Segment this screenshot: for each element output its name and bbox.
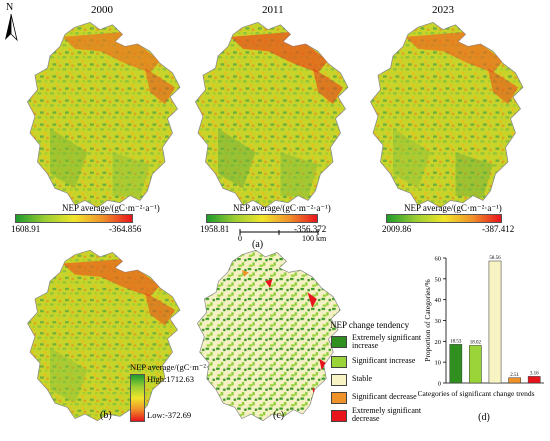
colorbar-title-2023: NEP average/(gC·m⁻²·a⁻¹) [404,203,502,213]
scale-bar-end: 100 km [302,234,327,243]
scale-bar: 0 100 km [238,229,326,243]
colorbar-2011 [206,214,318,223]
north-arrow-icon [5,14,18,42]
scale-bar-start: 0 [238,234,242,243]
nep-trend-map [196,249,341,422]
panel-label-d: (d) [478,412,490,423]
nep-map-2011 [194,21,349,209]
legend-swatch-significant-decrease [331,392,347,404]
year-title-2023: 2023 [432,4,454,16]
legend-swatch-significant-increase [331,356,347,368]
legend-swatch-stable [331,374,347,386]
bar-data-label: 18.53 [450,339,462,344]
y-axis-label: Proportion of Categories/% [423,279,432,362]
legend-label-extreme-increase: Extremely significant increase [352,333,422,350]
colorbar-max-2000: -364.856 [109,224,142,234]
colorbar-2023 [386,214,502,223]
nep-map-2023 [369,21,524,209]
legend-b-ramp [130,374,145,422]
legend-label-significant-increase: Significant increase [352,356,416,365]
bar [449,344,463,384]
legend-b-high: High:1712.63 [147,374,194,384]
colorbar-2000 [15,214,133,223]
nep-map-2000 [26,21,181,209]
legend-swatch-extreme-decrease [331,410,347,422]
bar [508,377,521,384]
colorbar-min-2023: 2009.86 [382,224,412,234]
y-tick-label: 20 [435,339,442,346]
colorbar-min-2011: 1958.81 [200,224,230,234]
year-title-2011: 2011 [262,4,284,16]
bar-data-label: 3.16 [530,371,539,376]
colorbar-max-2011: -356.372 [294,224,327,234]
bar [488,260,502,384]
panel-label-b: (b) [100,410,112,421]
legend-label-extreme-decrease: Extremely significant decrease [352,406,422,423]
y-tick-label: 0 [438,381,441,388]
panel-label-c: (c) [273,410,285,421]
y-tick-label: 10 [435,360,442,367]
y-tick-label: 40 [435,297,442,304]
trend-proportion-chart: 0 10 20 30 40 50 60 18.53 18.02 58.56 2.51 3.16 Prop… [418,256,544,423]
bar [527,376,541,384]
bar-data-label: 58.56 [489,256,501,261]
legend-b-low: Low:-372.69 [147,410,192,420]
legend-label-significant-decrease: Significant decrease [352,392,417,401]
legend-c-title: NEP change tendency [330,320,410,330]
bar [469,345,482,384]
colorbar-title-2011: NEP average/(gC·m⁻²·a⁻¹) [233,203,331,213]
north-label: N [6,2,14,13]
colorbar-max-2023: -387.412 [482,224,515,234]
y-tick-label: 50 [435,276,442,283]
legend-label-stable: Stable [352,374,372,383]
panel-label-a: (a) [252,239,264,250]
scale-bar-line [239,229,319,235]
x-axis-label: Categories of significant change trends [418,389,535,398]
bar-data-label: 18.02 [470,340,482,345]
y-tick-label: 30 [435,318,442,325]
year-title-2000: 2000 [91,4,113,16]
y-tick-label: 60 [435,256,442,263]
legend-swatch-extreme-increase [331,336,347,348]
colorbar-title-2000: NEP average/(gC·m⁻²·a⁻¹) [62,203,160,213]
colorbar-min-2000: 1608.91 [11,224,41,234]
bar-data-label: 2.51 [510,373,519,378]
north-arrow: N [3,2,19,42]
nep-average-map [26,249,181,422]
legend-b-title: NEP average/(gC·m⁻²·a⁻¹) [130,362,223,372]
